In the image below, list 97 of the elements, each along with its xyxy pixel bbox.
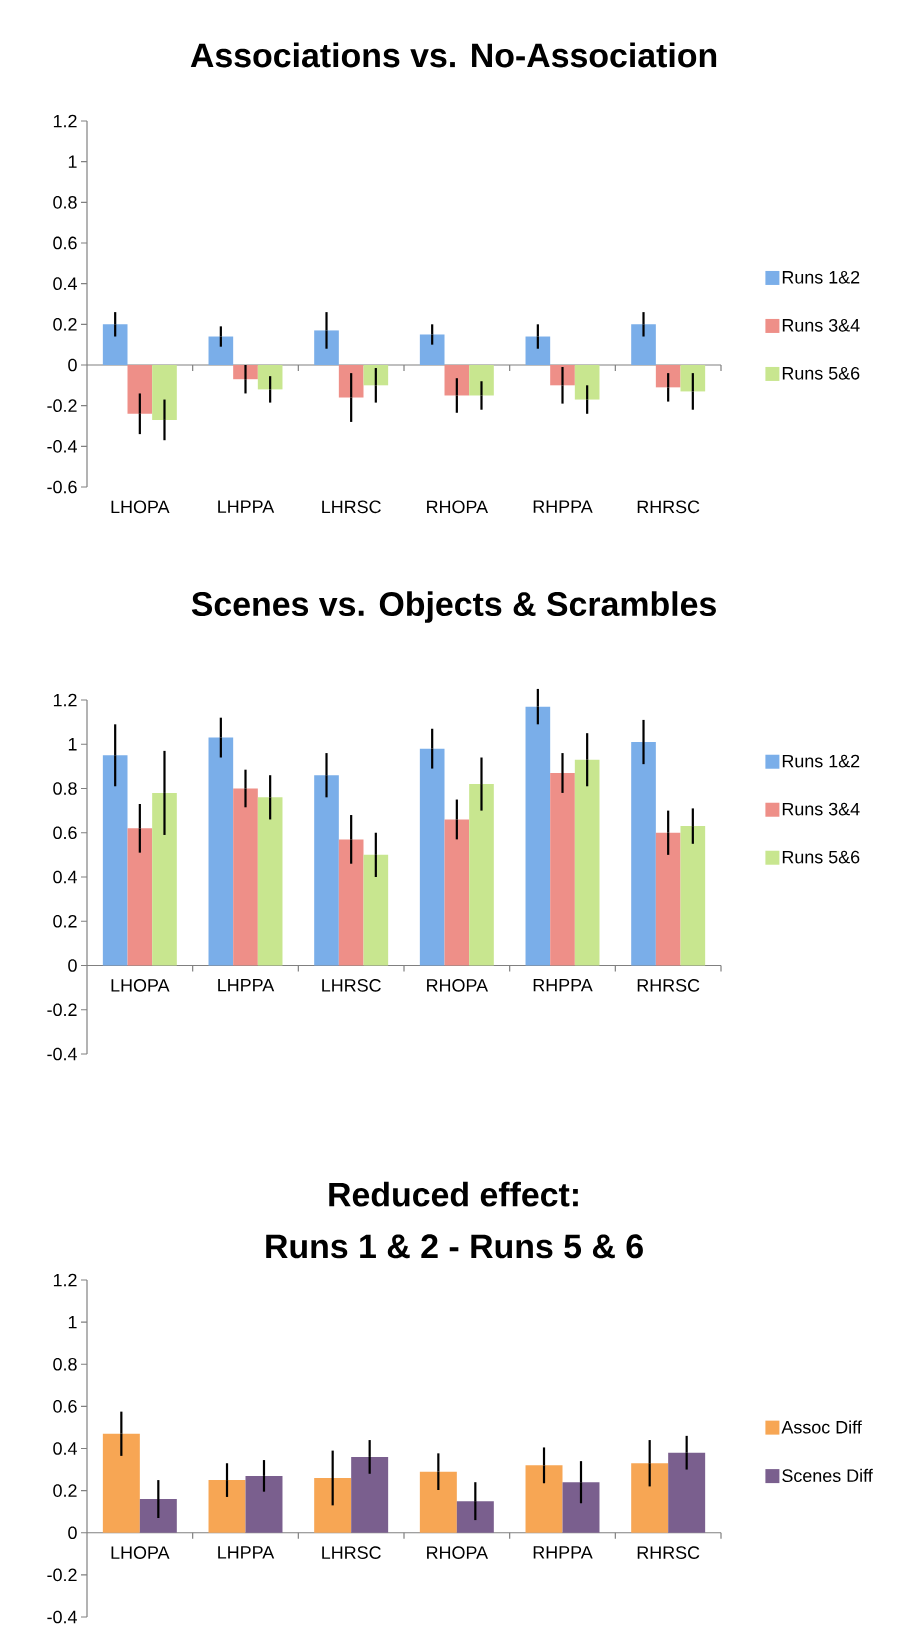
chart-subtitle: Runs 1 & 2 - Runs 5 & 6 (266, 1234, 643, 1259)
bar (127, 364, 153, 414)
y-tick-label: 1 (68, 155, 77, 168)
x-tick-label: RHPPA (533, 1546, 593, 1559)
y-tick-label: -0.4 (47, 1610, 77, 1624)
bar (631, 742, 656, 966)
bar (208, 737, 234, 966)
bar (102, 324, 128, 365)
x-tick-label: LHOPA (111, 500, 170, 514)
x-tick-label: LHOPA (111, 979, 170, 992)
bar (525, 706, 551, 966)
y-tick-label: 0.2 (53, 317, 77, 331)
y-tick-label: 0.6 (53, 826, 77, 840)
chart-title: Scenes vs. Objects & Scrambles (191, 591, 716, 623)
y-tick-label: 0.2 (53, 914, 77, 928)
x-tick-label: RHRSC (637, 1546, 700, 1559)
bar (314, 1477, 352, 1533)
y-tick-label: 0 (68, 959, 77, 972)
y-tick-label: 0.2 (53, 1484, 77, 1497)
bar (525, 336, 551, 365)
bar (208, 1480, 246, 1533)
bar (525, 1465, 563, 1533)
bar (419, 748, 445, 966)
bar (102, 755, 128, 966)
bar (139, 1499, 177, 1533)
bar (574, 364, 600, 400)
y-tick-label: 0.8 (53, 1357, 77, 1371)
y-tick-label: 1.2 (53, 1273, 77, 1287)
legend-label: Runs 3&4 (782, 802, 860, 816)
y-tick-label: -0.4 (47, 439, 77, 453)
bar (574, 759, 600, 966)
bar (152, 792, 177, 966)
legend-label: Runs 3&4 (782, 318, 860, 332)
bar (363, 854, 389, 966)
bar (152, 364, 177, 420)
bar (257, 797, 283, 966)
legend-label: Runs 1&2 (782, 754, 860, 768)
bar (314, 775, 339, 966)
bar (631, 324, 656, 365)
bar (351, 1456, 389, 1533)
bar (102, 1433, 140, 1533)
y-tick-label: -0.6 (47, 480, 77, 494)
x-tick-label: LHOPA (111, 1546, 170, 1559)
x-tick-label: LHPPA (218, 979, 275, 992)
legend-label: Runs 5&6 (782, 850, 860, 864)
x-tick-label: RHRSC (637, 500, 700, 514)
bar (419, 334, 445, 365)
bar (680, 826, 706, 966)
bar (233, 788, 258, 966)
y-tick-label: 1.2 (53, 693, 77, 707)
y-tick-label: 0.8 (53, 195, 77, 209)
y-tick-label: 0.4 (53, 1442, 77, 1455)
x-tick-label: RHOPA (427, 500, 489, 514)
bar (631, 1463, 669, 1533)
y-tick-label: 0 (68, 1526, 77, 1540)
x-tick-label: LHRSC (322, 1546, 381, 1559)
bar (456, 1501, 494, 1533)
legend-label: Scenes Diff (782, 1468, 873, 1483)
y-tick-label: 0.4 (53, 277, 77, 290)
y-tick-label: 0.8 (53, 782, 77, 795)
x-tick-label: LHPPA (218, 1546, 275, 1559)
x-tick-label: RHRSC (637, 979, 700, 992)
x-tick-label: RHOPA (427, 979, 489, 992)
legend-label: Assoc Diff (781, 1420, 862, 1434)
y-tick-label: 0 (68, 358, 77, 372)
x-tick-label: RHPPA (533, 979, 593, 992)
chart-title: Reduced effect: (329, 1181, 578, 1207)
y-tick-label: 1.2 (53, 114, 77, 128)
y-tick-label: 1 (68, 738, 77, 751)
x-tick-label: LHRSC (322, 500, 381, 514)
bar (208, 336, 234, 365)
bar (127, 828, 153, 966)
chart-title: Associations vs. No-Association (190, 42, 717, 68)
bar (562, 1482, 600, 1533)
x-tick-label: LHRSC (322, 979, 381, 992)
bar (469, 364, 494, 396)
y-tick-label: -0.2 (47, 1003, 77, 1017)
y-tick-label: -0.2 (47, 1568, 77, 1582)
bar (444, 819, 470, 966)
bar (245, 1475, 283, 1533)
bar (338, 839, 364, 966)
bar (469, 784, 494, 966)
bar (419, 1471, 457, 1533)
bar (655, 832, 681, 966)
y-tick-label: 0.4 (53, 870, 77, 884)
bar (550, 773, 575, 966)
x-tick-label: LHPPA (218, 500, 275, 513)
y-tick-label: -0.2 (47, 399, 77, 412)
y-tick-label: 1 (68, 1315, 77, 1329)
x-tick-label: RHOPA (427, 1546, 489, 1559)
bar (668, 1452, 706, 1533)
legend-label: Runs 5&6 (782, 366, 860, 380)
x-tick-label: RHPPA (533, 500, 593, 513)
y-tick-label: 0.6 (53, 1400, 77, 1413)
legend-label: Runs 1&2 (782, 270, 860, 284)
y-tick-label: 0.6 (53, 236, 77, 250)
y-tick-label: -0.4 (47, 1047, 77, 1061)
